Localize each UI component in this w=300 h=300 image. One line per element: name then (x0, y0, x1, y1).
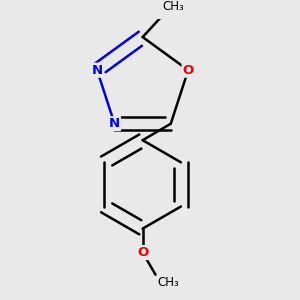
Text: N: N (109, 117, 120, 130)
Text: CH₃: CH₃ (162, 1, 184, 13)
Text: N: N (92, 64, 103, 77)
Text: O: O (137, 246, 148, 259)
Text: O: O (183, 64, 194, 77)
Text: CH₃: CH₃ (157, 276, 179, 289)
